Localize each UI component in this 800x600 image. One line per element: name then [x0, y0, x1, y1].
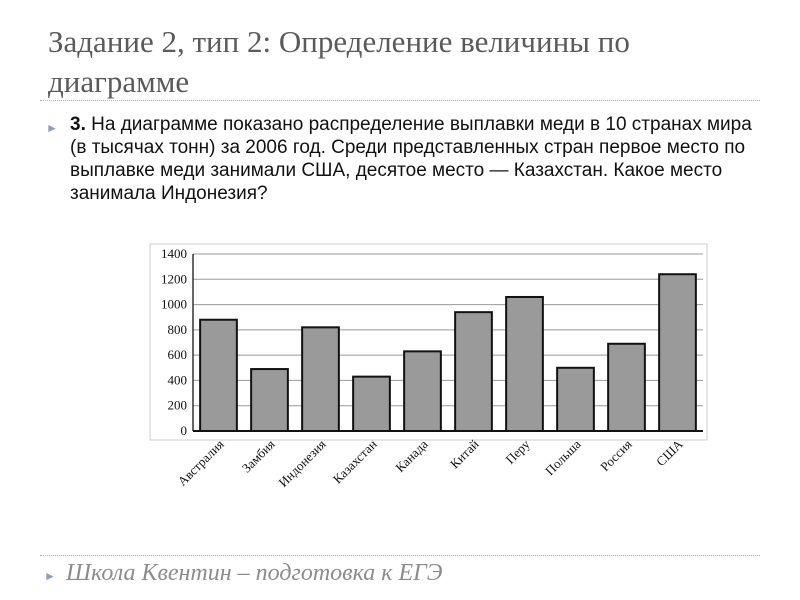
y-tick-label: 1400 — [161, 246, 187, 261]
footer-text: Школа Квентин – подготовка к ЕГЭ — [66, 560, 443, 586]
bar-Россия — [607, 342, 646, 432]
x-tick-label: Индонезия — [275, 437, 328, 490]
bar-Замбия — [250, 368, 289, 432]
x-tick-label: Австралия — [175, 437, 227, 489]
bar-Индонезия — [301, 326, 340, 433]
x-tick-label: США — [653, 436, 686, 469]
y-tick-label: 0 — [181, 423, 188, 438]
bar-Перу — [505, 295, 544, 432]
chart-frame — [149, 243, 708, 441]
bar-Канада — [403, 350, 442, 433]
x-tick-label: Перу — [502, 436, 533, 467]
y-tick-label: 800 — [168, 322, 188, 337]
x-tick-label: Замбия — [239, 437, 278, 476]
x-tick-label: Канада — [392, 436, 431, 475]
footer-divider — [40, 555, 760, 556]
footer-bullet-icon: ► — [44, 569, 56, 583]
task-body: На диаграмме показано распределение выпл… — [70, 114, 752, 204]
bar-Польша — [556, 366, 595, 432]
y-tick-label: 1000 — [161, 297, 187, 312]
bar-Казахстан — [352, 375, 391, 432]
task-text: 3. На диаграмме показано распределение в… — [70, 113, 770, 205]
y-tick-label: 200 — [168, 398, 188, 413]
task-number: 3. — [70, 114, 86, 135]
bullet-icon: ► — [46, 121, 58, 135]
x-tick-label: Польша — [542, 436, 584, 478]
slide-title: Задание 2, тип 2: Определение величины п… — [48, 24, 630, 99]
bar-Австралия — [199, 318, 238, 432]
x-tick-label: Китай — [447, 436, 482, 471]
y-tick-label: 600 — [168, 347, 188, 362]
bar-Китай — [454, 311, 493, 432]
y-tick-label: 400 — [168, 372, 188, 387]
y-tick-label: 1200 — [161, 271, 187, 286]
divider — [40, 100, 760, 101]
bar-США — [658, 273, 697, 432]
x-tick-label: Казахстан — [330, 436, 380, 486]
x-tick-label: Россия — [597, 437, 635, 475]
